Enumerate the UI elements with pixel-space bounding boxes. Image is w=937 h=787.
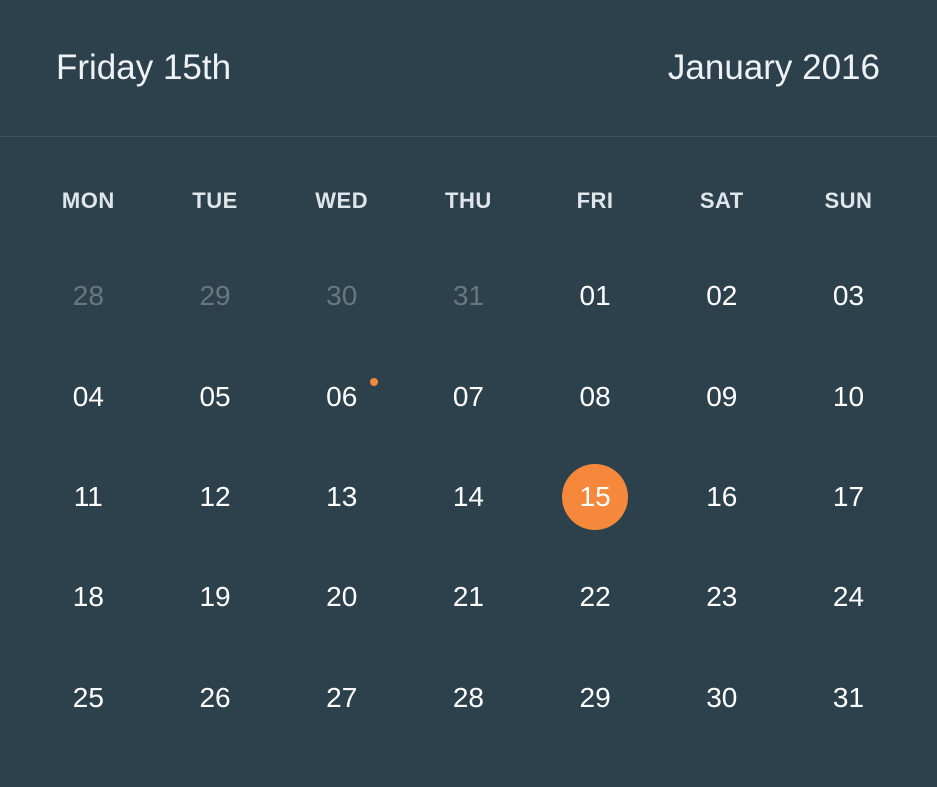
day-number: 31	[832, 681, 865, 713]
day-cell[interactable]: 13	[278, 447, 405, 547]
day-cell-outside-month[interactable]: 30	[278, 246, 405, 346]
weekday-sat: SAT	[699, 188, 744, 213]
day-number: 10	[832, 380, 865, 412]
day-cell[interactable]: 06	[278, 346, 405, 446]
day-number: 30	[326, 280, 358, 312]
day-cell[interactable]: 25	[25, 648, 152, 748]
day-number: 23	[706, 581, 738, 613]
day-cell[interactable]: 29	[532, 648, 659, 748]
day-number: 09	[706, 380, 738, 412]
day-cell[interactable]: 05	[152, 346, 279, 446]
day-cell[interactable]: 18	[25, 547, 152, 647]
day-number: 05	[199, 380, 231, 412]
weekday-mon: MON	[61, 188, 115, 213]
day-number: 25	[72, 681, 104, 713]
day-cell[interactable]: 14	[405, 447, 532, 547]
day-cell[interactable]: 20	[278, 547, 405, 647]
day-cell[interactable]: 08	[532, 346, 659, 446]
day-number: 30	[706, 681, 738, 713]
day-cell-selected[interactable]: 15	[532, 447, 659, 547]
event-dot-icon	[369, 378, 378, 387]
day-grid: 28 29 30 31 01 02 03 04 05 06 07 08 09 10 11 12 13 14 15 16…	[25, 246, 912, 748]
day-cell-outside-month[interactable]: 28	[25, 246, 152, 346]
day-number: 21	[452, 581, 484, 613]
day-number: 20	[326, 581, 358, 613]
day-number: 19	[199, 581, 231, 613]
day-cell[interactable]: 30	[658, 648, 785, 748]
day-number: 26	[199, 681, 231, 713]
day-number: 27	[326, 681, 358, 713]
day-number: 06	[326, 380, 358, 412]
day-cell[interactable]: 26	[152, 648, 279, 748]
weekday-thu: THU	[445, 188, 492, 213]
day-cell[interactable]: 23	[658, 547, 785, 647]
day-cell[interactable]: 03	[785, 246, 912, 346]
day-number: 29	[199, 280, 231, 312]
day-cell[interactable]: 31	[785, 648, 912, 748]
day-number: 18	[72, 581, 104, 613]
calendar-header: Friday 15th January 2016	[0, 0, 937, 137]
day-cell[interactable]: 19	[152, 547, 279, 647]
day-number: 07	[452, 380, 484, 412]
day-cell[interactable]: 01	[532, 246, 659, 346]
day-number: 16	[706, 480, 738, 512]
day-cell-outside-month[interactable]: 29	[152, 246, 279, 346]
day-cell[interactable]: 10	[785, 346, 912, 446]
weekday-wed: WED	[315, 188, 369, 213]
day-cell[interactable]: 28	[405, 648, 532, 748]
day-number: 17	[832, 480, 865, 512]
day-number: 13	[326, 480, 358, 512]
day-number: 01	[579, 280, 611, 312]
day-number: 24	[832, 581, 865, 613]
day-cell[interactable]: 09	[658, 346, 785, 446]
weekday-header-row: MON TUE WED THU FRI SAT SUN	[25, 186, 912, 216]
day-cell-outside-month[interactable]: 31	[405, 246, 532, 346]
day-number: 14	[452, 480, 484, 512]
day-cell[interactable]: 21	[405, 547, 532, 647]
selected-date-label: Friday 15th	[56, 48, 232, 87]
month-year-label[interactable]: January 2016	[667, 48, 880, 87]
day-number: 11	[73, 480, 103, 512]
day-cell[interactable]: 02	[658, 246, 785, 346]
day-number: 28	[72, 280, 104, 312]
weekday-sun: SUN	[824, 188, 873, 213]
weekday-fri: FRI	[576, 188, 614, 213]
day-cell[interactable]: 22	[532, 547, 659, 647]
day-cell[interactable]: 04	[25, 346, 152, 446]
day-number: 02	[706, 280, 738, 312]
day-cell[interactable]: 12	[152, 447, 279, 547]
selected-day-highlight	[562, 463, 629, 530]
day-cell[interactable]: 16	[658, 447, 785, 547]
day-cell[interactable]: 07	[405, 346, 532, 446]
day-number: 15	[579, 480, 611, 512]
day-cell[interactable]: 11	[25, 447, 152, 547]
day-number: 03	[832, 280, 865, 312]
weekday-tue: TUE	[192, 188, 238, 213]
day-number: 29	[579, 681, 611, 713]
day-cell[interactable]: 27	[278, 648, 405, 748]
day-number: 22	[579, 581, 611, 613]
day-number: 31	[452, 280, 484, 312]
day-cell[interactable]: 24	[785, 547, 912, 647]
day-cell[interactable]: 17	[785, 447, 912, 547]
day-number: 28	[452, 681, 484, 713]
day-number: 12	[199, 480, 231, 512]
day-number: 08	[579, 380, 611, 412]
day-number: 04	[72, 380, 104, 412]
